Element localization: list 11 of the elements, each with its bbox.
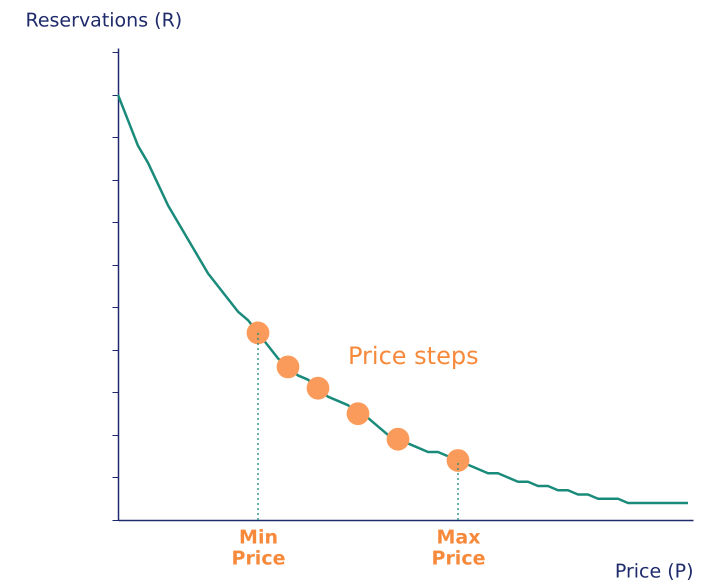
- y-axis-title: Reservations (R): [26, 10, 182, 32]
- point: [246, 322, 270, 344]
- point: [386, 428, 410, 451]
- point: [446, 449, 470, 472]
- point: [276, 356, 300, 378]
- point: [306, 376, 330, 400]
- series-label: Price steps: [348, 342, 479, 370]
- x-tick-label: Max Price: [432, 526, 486, 570]
- x-tick-label: Min Price: [232, 526, 286, 570]
- x-axis-title: Price (P): [614, 560, 694, 581]
- point: [346, 402, 370, 426]
